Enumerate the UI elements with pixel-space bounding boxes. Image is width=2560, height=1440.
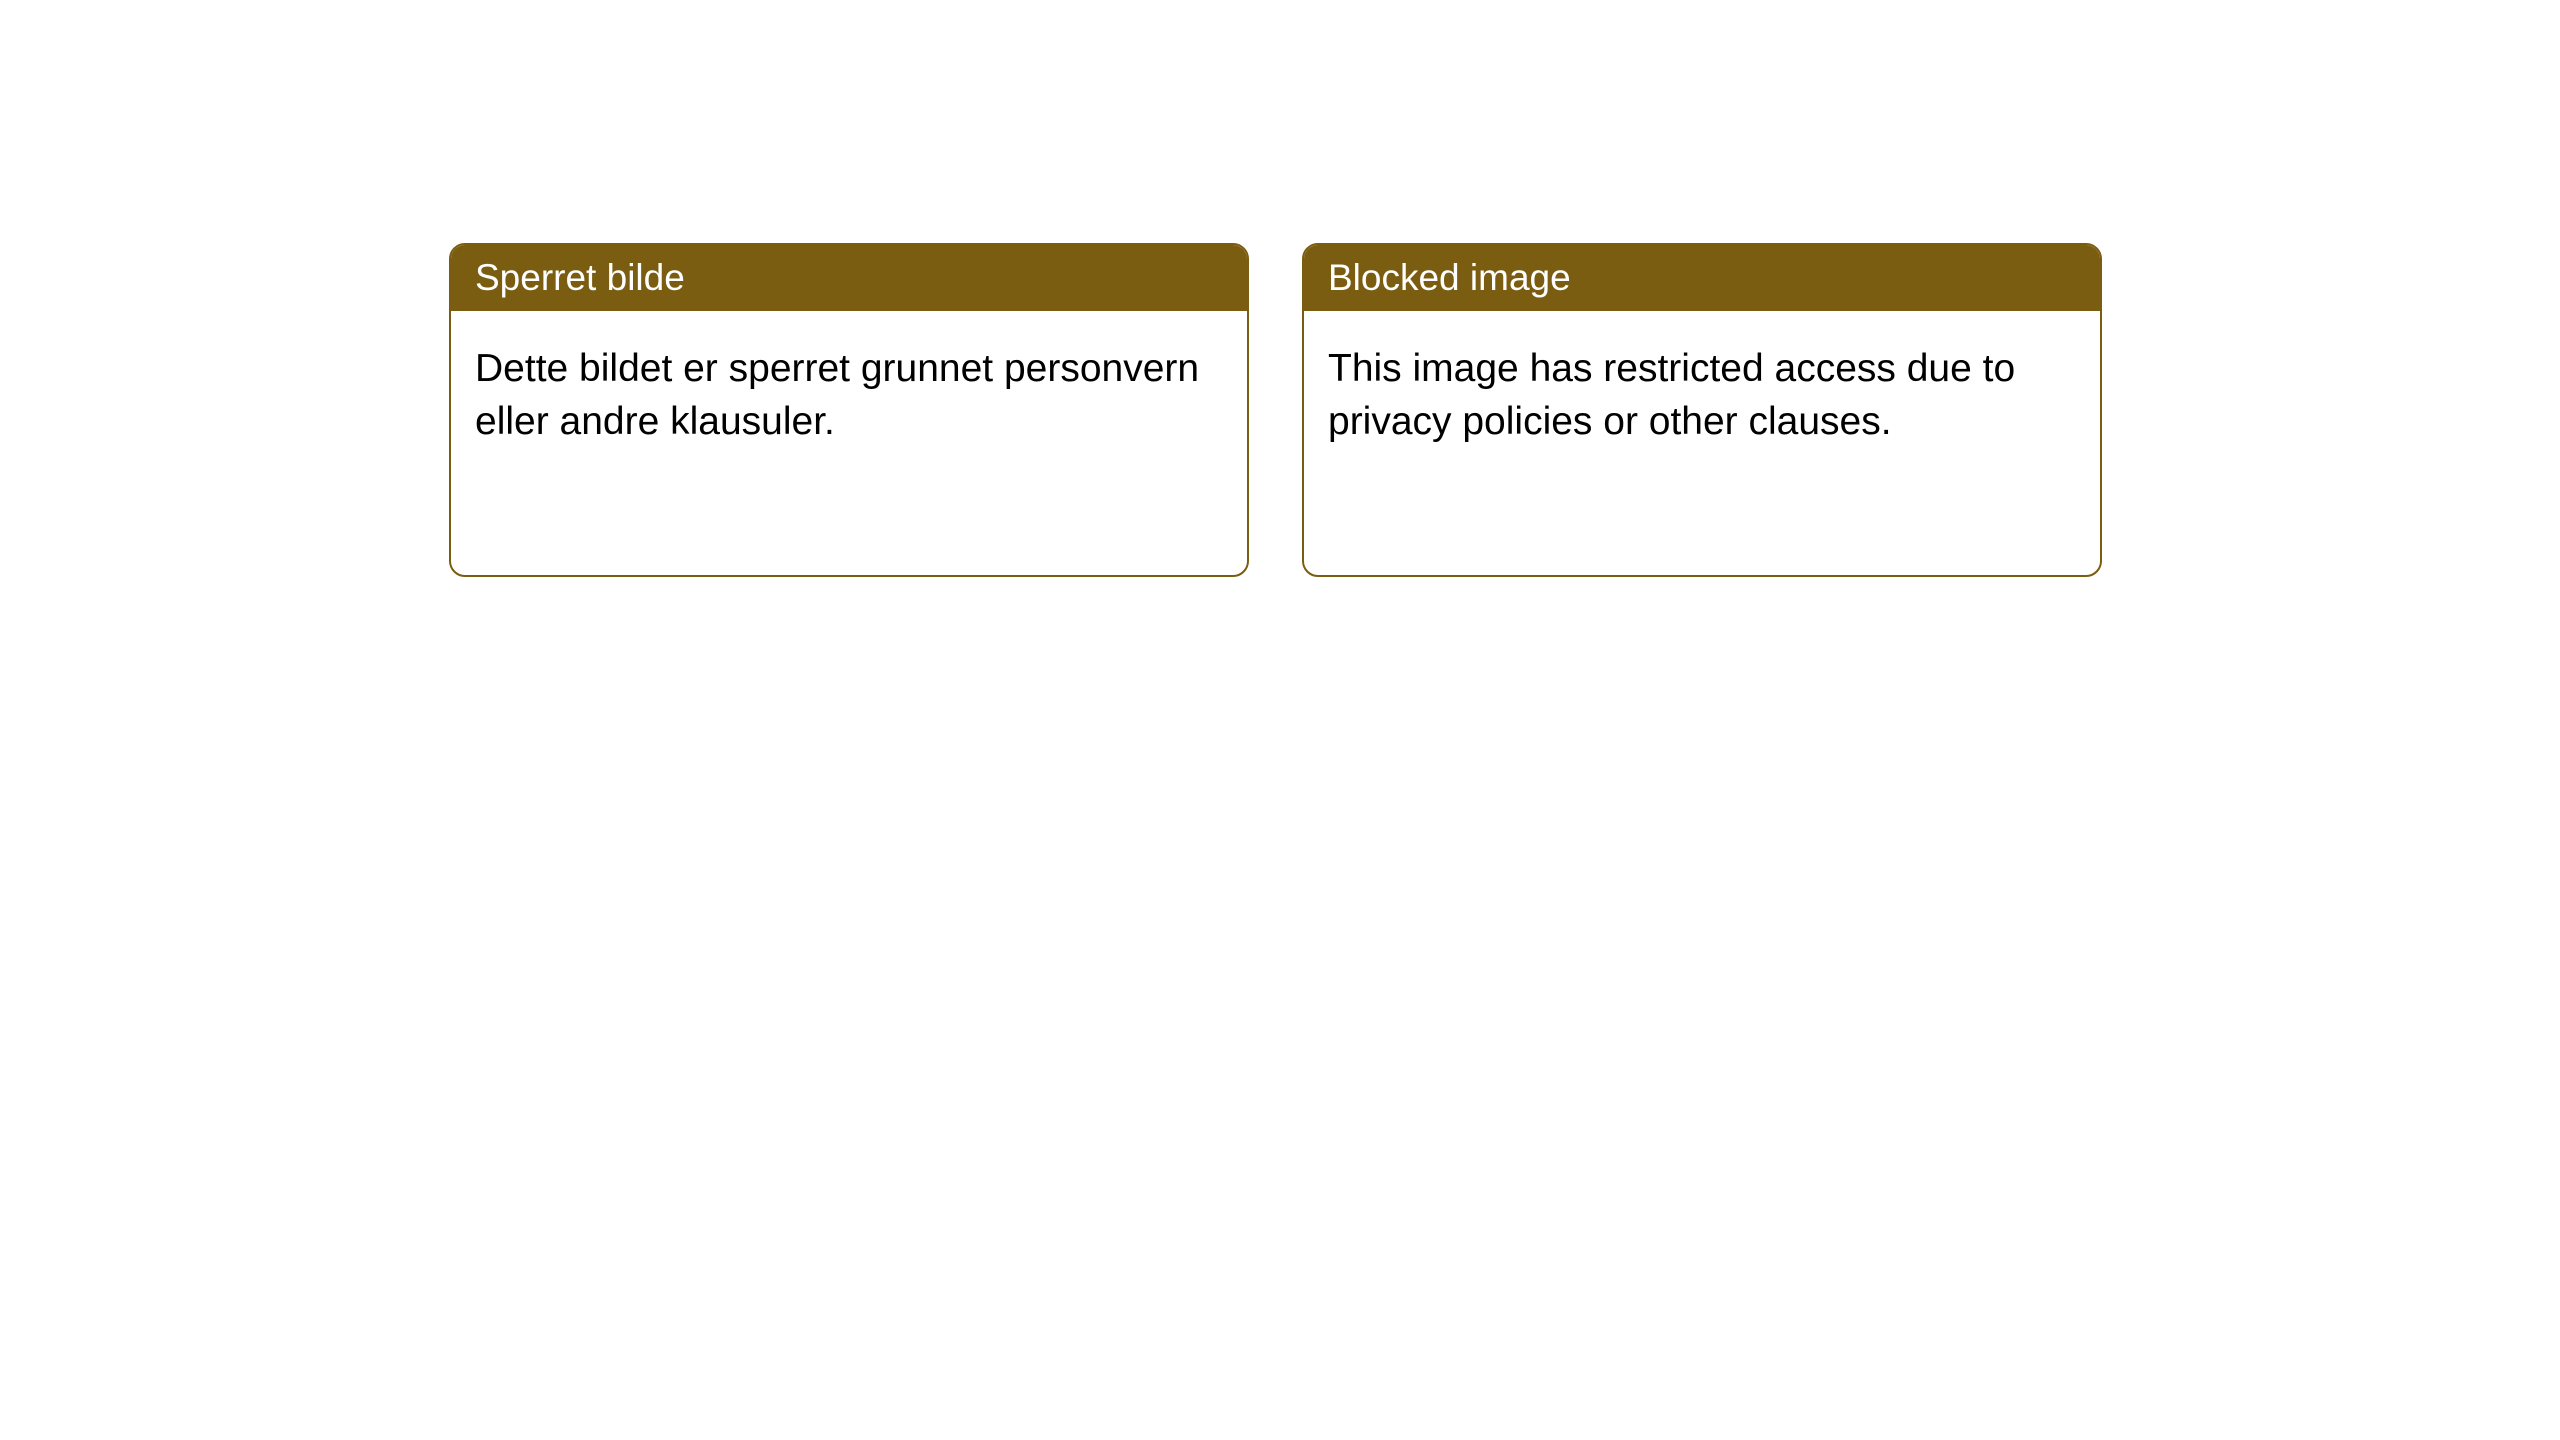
card-container: Sperret bilde Dette bildet er sperret gr… (449, 243, 2102, 577)
card-header: Blocked image (1304, 245, 2100, 311)
blocked-image-card-no: Sperret bilde Dette bildet er sperret gr… (449, 243, 1249, 577)
card-body: This image has restricted access due to … (1304, 311, 2100, 480)
blocked-image-card-en: Blocked image This image has restricted … (1302, 243, 2102, 577)
card-title: Blocked image (1328, 257, 1571, 298)
card-header: Sperret bilde (451, 245, 1247, 311)
card-title: Sperret bilde (475, 257, 685, 298)
card-message: This image has restricted access due to … (1328, 347, 2015, 443)
card-message: Dette bildet er sperret grunnet personve… (475, 347, 1199, 443)
card-body: Dette bildet er sperret grunnet personve… (451, 311, 1247, 480)
